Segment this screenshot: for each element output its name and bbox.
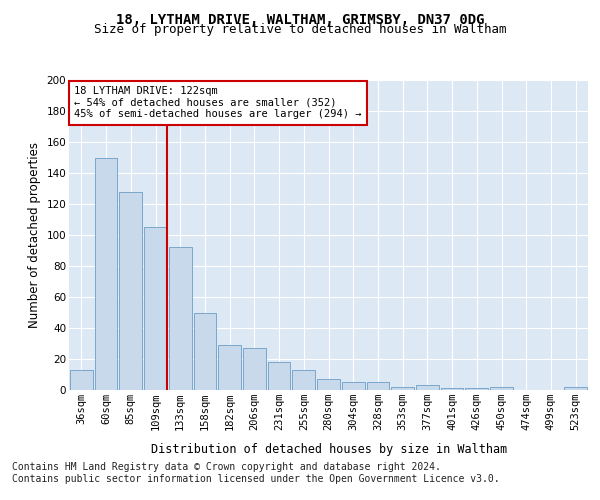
Bar: [194, 312, 216, 390]
Bar: [119, 192, 142, 390]
Bar: [95, 158, 118, 390]
Text: Size of property relative to detached houses in Waltham: Size of property relative to detached ho…: [94, 24, 506, 36]
Bar: [342, 382, 365, 390]
Bar: [317, 379, 340, 390]
Text: 18 LYTHAM DRIVE: 122sqm
← 54% of detached houses are smaller (352)
45% of semi-d: 18 LYTHAM DRIVE: 122sqm ← 54% of detache…: [74, 86, 362, 120]
Bar: [70, 370, 93, 390]
Bar: [564, 387, 587, 390]
Bar: [268, 362, 290, 390]
Bar: [416, 386, 439, 390]
Text: Distribution of detached houses by size in Waltham: Distribution of detached houses by size …: [151, 442, 507, 456]
Bar: [169, 248, 191, 390]
Bar: [490, 387, 513, 390]
Bar: [144, 227, 167, 390]
Bar: [441, 388, 463, 390]
Bar: [292, 370, 315, 390]
Bar: [466, 388, 488, 390]
Bar: [367, 382, 389, 390]
Text: Contains HM Land Registry data © Crown copyright and database right 2024.
Contai: Contains HM Land Registry data © Crown c…: [12, 462, 500, 484]
Bar: [391, 387, 414, 390]
Bar: [218, 345, 241, 390]
Text: 18, LYTHAM DRIVE, WALTHAM, GRIMSBY, DN37 0DG: 18, LYTHAM DRIVE, WALTHAM, GRIMSBY, DN37…: [116, 12, 484, 26]
Y-axis label: Number of detached properties: Number of detached properties: [28, 142, 41, 328]
Bar: [243, 348, 266, 390]
